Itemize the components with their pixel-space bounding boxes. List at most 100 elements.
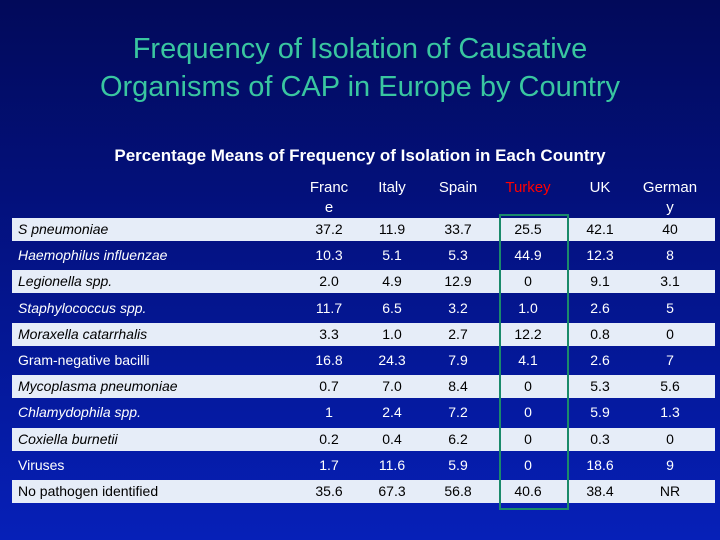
column-header-line-1: Franc	[309, 179, 349, 196]
table-cell: 5.3	[590, 378, 610, 395]
table-cell: 7.9	[448, 351, 468, 368]
table-cell: 8.4	[448, 378, 468, 395]
table-cell: 37.2	[315, 221, 343, 237]
table-row: Moraxella catarrhalis 3.3 1.0 2.7 12.2 0.8 0	[12, 322, 715, 346]
column-header-uk: UK	[565, 178, 635, 198]
table-row: Staphylococcus spp. 11.7 6.5 3.2 1.0 2.6 5	[12, 297, 715, 320]
table-cell: 0.7	[319, 378, 339, 395]
organism-name: Staphylococcus spp.	[18, 299, 147, 316]
column-header-line-1: Turkey	[505, 179, 551, 196]
table-cell: 1.0	[518, 299, 538, 316]
column-header-line-2: y	[666, 199, 674, 216]
organism-name: Haemophilus influenzae	[18, 247, 168, 264]
table-cell: 12.2	[514, 325, 542, 342]
column-header-line-1: Spain	[438, 179, 478, 196]
table-cell: 0	[524, 430, 532, 447]
table-cell: 5.1	[382, 247, 402, 264]
organism-name: S pneumoniae	[18, 221, 109, 237]
title-line-1: Frequency of Isolation of Causative	[132, 33, 588, 65]
table-cell: 0.4	[382, 430, 402, 447]
table-cell: 2.0	[319, 273, 339, 290]
table-cell: 0	[524, 378, 532, 395]
organism-name: Coxiella burnetii	[18, 430, 118, 447]
organism-name: No pathogen identified	[18, 482, 159, 499]
organism-name: Chlamydophila spp.	[18, 404, 141, 421]
table-cell: 11.6	[378, 456, 406, 473]
column-header-line-1: Italy	[378, 179, 406, 196]
table-cell: 7	[666, 351, 674, 368]
organism-name: Gram-negative bacilli	[18, 351, 150, 368]
table-cell: 0	[666, 430, 674, 447]
table-cell: 24.3	[378, 351, 406, 368]
organism-name: Viruses	[18, 456, 65, 473]
table-cell: 6.2	[448, 430, 468, 447]
table-cell: 7.2	[448, 404, 468, 421]
table-cell: 11.7	[315, 299, 343, 316]
table-cell: 8	[666, 247, 674, 264]
table-row: Legionella spp. 2.0 4.9 12.9 0 9.1 3.1	[12, 270, 715, 294]
column-header-italy: Italy	[357, 178, 427, 198]
table-row: No pathogen identified 35.6 67.3 56.8 40.6 38…	[12, 479, 715, 503]
organism-name: Legionella spp.	[18, 273, 113, 290]
column-header-turkey: Turkey	[493, 178, 563, 198]
slide-title: Frequency of Isolation of Causative Orga…	[0, 30, 720, 106]
table-row: Haemophilus influenzae 10.3 5.1 5.3 44.9 12.3…	[12, 244, 715, 267]
table-cell: 0	[666, 325, 674, 342]
table-cell: NR	[659, 482, 681, 499]
table-cell: 3.3	[319, 325, 339, 342]
table-cell: 2.4	[382, 404, 402, 421]
table-cell: 5.9	[590, 404, 610, 421]
table-cell: 40	[662, 221, 678, 237]
column-header-line-2: e	[324, 199, 334, 216]
table-cell: 5.6	[660, 378, 680, 395]
table-cell: 7.0	[382, 378, 402, 395]
organism-name: Moraxella catarrhalis	[18, 325, 148, 342]
table-cell: 44.9	[514, 247, 542, 264]
table-cell: 10.3	[315, 247, 343, 264]
table-row: Coxiella burnetii 0.2 0.4 6.2 0 0.3 0	[12, 427, 715, 451]
table-cell: 2.7	[448, 325, 468, 342]
table-row: Gram-negative bacilli 16.8 24.3 7.9 4.1 2.6 7	[12, 349, 715, 372]
table-cell: 9	[666, 456, 674, 473]
table-cell: 0.3	[590, 430, 610, 447]
table-cell: 5.9	[448, 456, 468, 473]
table-subtitle: Percentage Means of Frequency of Isolati…	[114, 146, 606, 165]
table-cell: 6.5	[382, 299, 402, 316]
table-cell: 25.5	[514, 221, 542, 237]
table-cell: 9.1	[590, 273, 610, 290]
table-cell: 1.0	[382, 325, 402, 342]
table-cell: 1.7	[319, 456, 339, 473]
column-header-line-1: UK	[589, 179, 611, 196]
table-cell: 3.2	[448, 299, 468, 316]
table-row: Chlamydophila spp. 1 2.4 7.2 0 5.9 1.3	[12, 401, 715, 424]
table-cell: 0	[524, 404, 532, 421]
column-header-germany: German y	[635, 178, 705, 218]
table-cell: 12.3	[586, 247, 614, 264]
table-cell: 56.8	[444, 482, 472, 499]
table-row: Viruses 1.7 11.6 5.9 0 18.6 9	[12, 454, 715, 477]
table-cell: 18.6	[586, 456, 614, 473]
table-cell: 0.2	[319, 430, 339, 447]
table-cell: 0	[524, 273, 532, 290]
column-header-spain: Spain	[423, 178, 493, 198]
table-cell: 4.1	[518, 351, 538, 368]
table-cell: 12.9	[444, 273, 472, 290]
table-cell: 5.3	[448, 247, 468, 264]
table-row: Mycoplasma pneumoniae 0.7 7.0 8.4 0 5.3 5.6	[12, 375, 715, 399]
table-cell: 11.9	[378, 221, 406, 237]
table-cell: 2.6	[590, 299, 610, 316]
table-cell: 2.6	[590, 351, 610, 368]
table-cell: 16.8	[315, 351, 343, 368]
organism-name: Mycoplasma pneumoniae	[18, 378, 178, 395]
table-cell: 42.1	[586, 221, 614, 237]
column-header-line-1: German	[642, 179, 698, 196]
table-cell: 1.3	[660, 404, 680, 421]
table-cell: 0.8	[590, 325, 610, 342]
table-cell: 4.9	[382, 273, 402, 290]
table-cell: 1	[325, 404, 333, 421]
table-cell: 38.4	[586, 482, 614, 499]
table-cell: 67.3	[378, 482, 406, 499]
table-cell: 3.1	[660, 273, 680, 290]
table-cell: 40.6	[514, 482, 542, 499]
table-cell: 35.6	[315, 482, 343, 499]
